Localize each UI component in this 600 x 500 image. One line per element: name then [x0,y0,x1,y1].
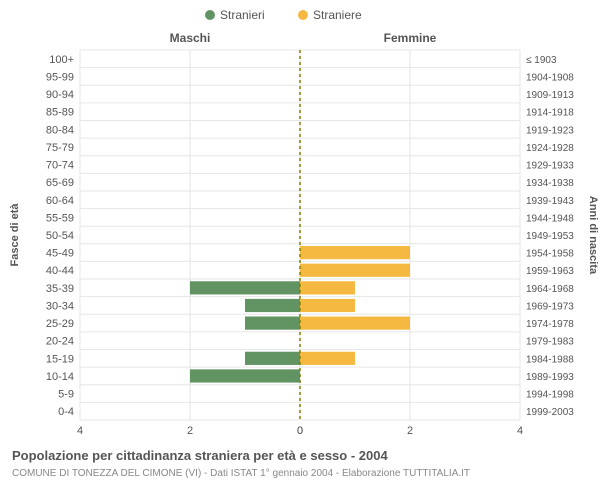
age-label: 30-34 [46,300,74,312]
birthyear-label: 1989-1993 [526,372,574,383]
birthyear-label: 1939-1943 [526,196,574,207]
header-male: Maschi [170,31,211,45]
bar-male [245,316,300,329]
birthyear-label: 1994-1998 [526,390,574,401]
birthyear-label: 1934-1938 [526,178,574,189]
age-label: 80-84 [46,124,74,136]
age-label: 10-14 [46,371,74,383]
chart-subtitle: COMUNE DI TONEZZA DEL CIMONE (VI) - Dati… [12,468,470,479]
chart-title: Popolazione per cittadinanza straniera p… [12,448,388,463]
age-label: 95-99 [46,71,74,83]
age-label: 0-4 [58,406,74,418]
x-tick: 2 [407,425,413,437]
age-label: 85-89 [46,107,74,119]
bar-male [245,299,300,312]
age-label: 55-59 [46,212,74,224]
age-label: 65-69 [46,177,74,189]
age-label: 15-19 [46,353,74,365]
age-label: 5-9 [58,389,74,401]
age-label: 20-24 [46,336,74,348]
birthyear-label: 1954-1958 [526,249,574,260]
birthyear-label: 1979-1983 [526,337,574,348]
age-label: 40-44 [46,265,74,277]
birthyear-label: 1924-1928 [526,143,574,154]
bar-female [300,352,355,365]
bar-female [300,281,355,294]
birthyear-label: 1999-2003 [526,407,574,418]
bar-female [300,246,410,259]
x-tick: 0 [297,425,303,437]
bar-male [190,369,300,382]
x-tick: 4 [77,425,83,437]
birthyear-label: 1919-1923 [526,125,574,136]
age-label: 75-79 [46,142,74,154]
legend-swatch [205,10,215,20]
birthyear-label: 1964-1968 [526,284,574,295]
age-label: 90-94 [46,89,74,101]
birthyear-label: 1959-1963 [526,266,574,277]
birthyear-label: 1949-1953 [526,231,574,242]
birthyear-label: 1909-1913 [526,90,574,101]
age-label: 70-74 [46,160,74,172]
legend-label: Straniere [313,8,362,22]
birthyear-label: 1929-1933 [526,161,574,172]
header-female: Femmine [384,31,437,45]
age-label: 60-64 [46,195,74,207]
x-tick: 4 [517,425,523,437]
age-label: 45-49 [46,248,74,260]
birthyear-label: 1944-1948 [526,213,574,224]
legend-swatch [298,10,308,20]
age-label: 100+ [49,54,74,66]
x-tick: 2 [187,425,193,437]
age-label: 50-54 [46,230,74,242]
age-label: 25-29 [46,318,74,330]
bar-female [300,316,410,329]
birthyear-label: 1984-1988 [526,354,574,365]
y-left-title: Fasce di età [9,203,21,267]
legend-label: Stranieri [220,8,265,22]
birthyear-label: 1904-1908 [526,72,574,83]
birthyear-label: 1914-1918 [526,108,574,119]
population-pyramid-chart: Stranieri Straniere Maschi Femmine 100+ ≤ 190… [0,0,600,500]
bar-female [300,299,355,312]
bar-male [190,281,300,294]
birthyear-label: ≤ 1903 [526,55,557,66]
birthyear-label: 1974-1978 [526,319,574,330]
age-label: 35-39 [46,283,74,295]
y-right-title: Anni di nascita [587,196,599,275]
birthyear-label: 1969-1973 [526,301,574,312]
bar-female [300,264,410,277]
bar-male [245,352,300,365]
